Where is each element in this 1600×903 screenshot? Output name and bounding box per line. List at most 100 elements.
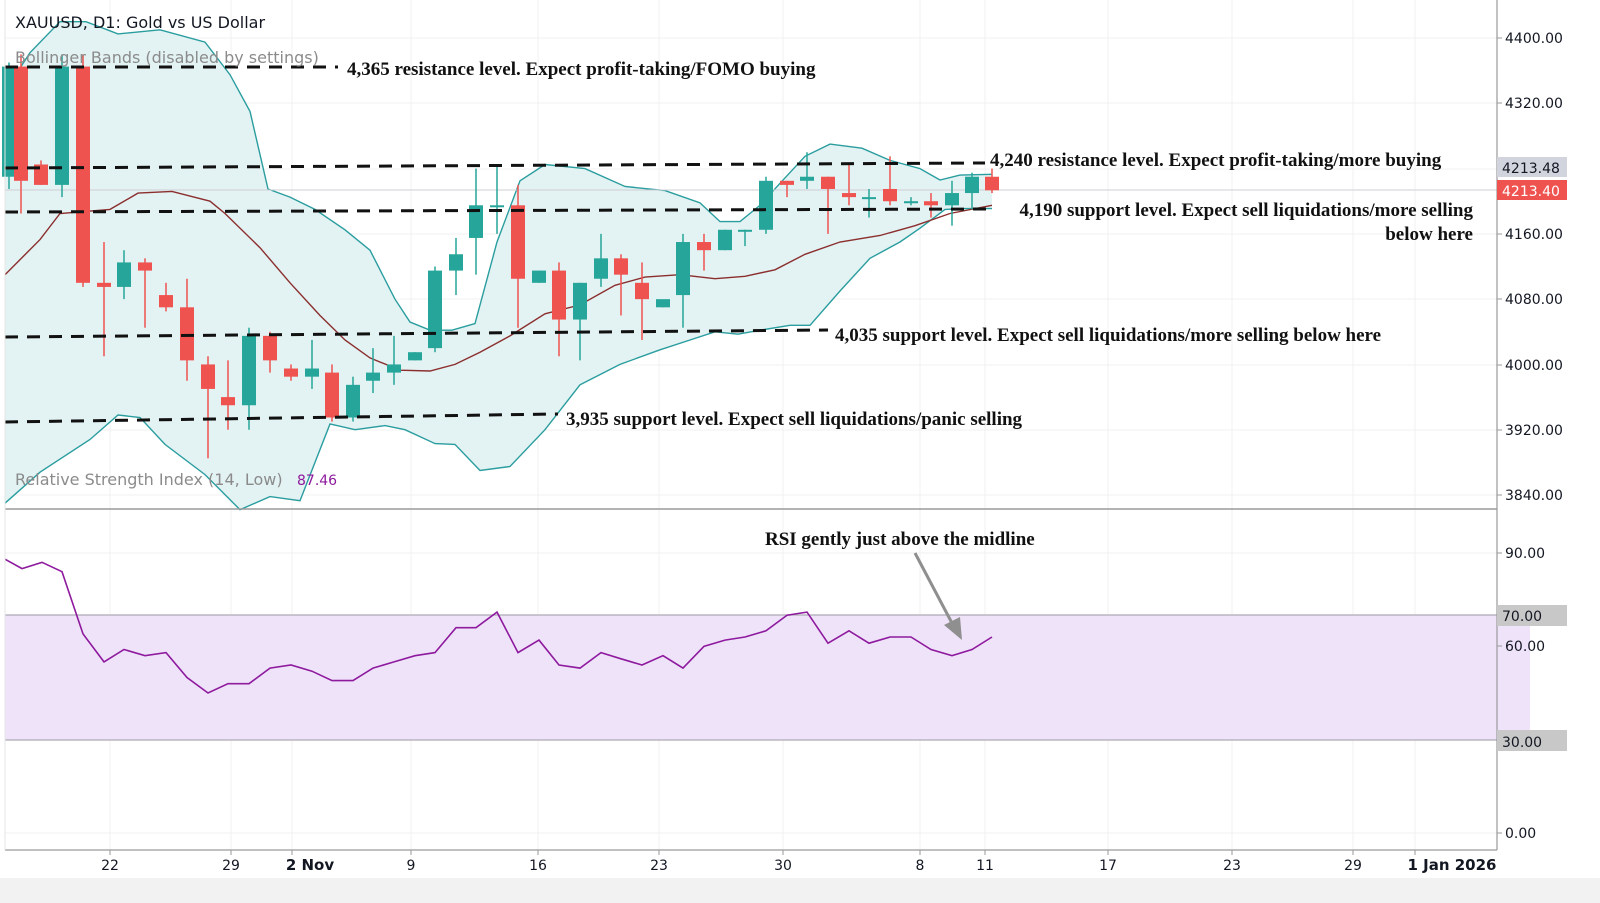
time-tick: 23 <box>1223 858 1241 874</box>
candle[interactable] <box>325 364 339 422</box>
rsi-legend[interactable]: Relative Strength Index (14, Low) <box>15 470 283 489</box>
annotation-4240: 4,240 resistance level. Expect profit-ta… <box>990 150 1442 171</box>
price-tick: 4400.00 <box>1505 31 1563 47</box>
candle[interactable] <box>718 229 732 251</box>
candle[interactable] <box>965 172 979 210</box>
chart-title[interactable]: XAUUSD, D1: Gold vs US Dollar <box>15 13 265 32</box>
candle[interactable] <box>945 180 959 226</box>
price-axis[interactable]: 4400.00 4320.00 4160.00 4080.00 4000.00 … <box>1497 31 1567 504</box>
rsi-axis[interactable]: 90.00 60.00 0.00 70.00 30.00 <box>1497 546 1567 842</box>
bollinger-basis-line <box>4 190 993 372</box>
bollinger-lower-line <box>4 207 992 511</box>
rsi-tick: 0.00 <box>1505 826 1536 842</box>
candle[interactable] <box>14 54 28 214</box>
time-tick: 16 <box>529 858 547 874</box>
annotation-4035: 4,035 support level. Expect sell liquida… <box>835 325 1381 346</box>
rsi-band-fill <box>5 615 1530 740</box>
annotation-3935: 3,935 support level. Expect sell liquida… <box>566 409 1023 430</box>
candle[interactable] <box>635 262 649 340</box>
candle[interactable] <box>284 364 298 381</box>
rsi-upper-badge <box>1497 605 1567 626</box>
time-tick: 2 Nov <box>286 856 335 874</box>
candle[interactable] <box>34 160 48 185</box>
time-tick: 9 <box>407 858 416 874</box>
candle[interactable] <box>201 356 215 459</box>
time-tick: 1 Jan 2026 <box>1407 856 1496 874</box>
rsi-tick: 90.00 <box>1505 546 1545 562</box>
candle[interactable] <box>904 197 918 206</box>
candle[interactable] <box>552 262 566 357</box>
time-tick: 29 <box>1344 858 1362 874</box>
candle[interactable] <box>263 331 277 373</box>
candle[interactable] <box>697 233 711 271</box>
level-line-3935[interactable] <box>4 412 559 424</box>
candle[interactable] <box>780 180 794 198</box>
candle[interactable] <box>469 168 483 275</box>
candle[interactable] <box>117 250 131 300</box>
candle[interactable] <box>759 176 773 234</box>
candle[interactable] <box>594 233 608 287</box>
candle[interactable] <box>55 54 69 198</box>
level-line-4240[interactable] <box>4 161 986 170</box>
rsi-lower-label: 30.00 <box>1502 735 1542 751</box>
last-price-gray-badge <box>1497 157 1567 177</box>
rsi-lower-badge <box>1497 730 1567 751</box>
candle[interactable] <box>242 327 256 430</box>
price-tick: 4160.00 <box>1505 227 1563 243</box>
level-lines <box>4 65 991 424</box>
candle[interactable] <box>180 278 194 381</box>
time-tick: 22 <box>101 858 119 874</box>
rsi-line <box>4 558 993 694</box>
time-tick: 30 <box>774 858 792 874</box>
candle[interactable] <box>490 164 504 234</box>
price-tick: 4080.00 <box>1505 292 1563 308</box>
candle[interactable] <box>614 254 628 316</box>
candle[interactable] <box>428 266 442 353</box>
annotation-4190-line1: 4,190 support level. Expect sell liquida… <box>1019 200 1473 221</box>
price-tick: 4320.00 <box>1505 96 1563 112</box>
bollinger-upper-line <box>4 21 993 331</box>
candle[interactable] <box>366 348 380 394</box>
level-line-4035[interactable] <box>4 328 829 339</box>
rsi-upper-label: 70.00 <box>1502 609 1542 625</box>
candle[interactable] <box>511 184 525 328</box>
time-tick: 23 <box>650 858 668 874</box>
candle[interactable] <box>924 193 938 218</box>
candle[interactable] <box>305 339 319 389</box>
candle[interactable] <box>138 258 152 328</box>
candle[interactable] <box>76 54 90 287</box>
candle[interactable] <box>842 164 856 206</box>
candle[interactable] <box>862 188 876 218</box>
annotation-4365: 4,365 resistance level. Expect profit-ta… <box>347 59 816 80</box>
annotation-rsi-note: RSI gently just above the midline <box>765 529 1035 550</box>
candle[interactable] <box>821 176 835 234</box>
arrow-icon <box>913 552 962 640</box>
time-axis[interactable]: 22 29 2 Nov 9 16 23 30 8 11 17 23 29 1 Jan 2026 <box>101 850 1497 874</box>
candle[interactable] <box>800 152 814 189</box>
last-price-gray-label: 4213.48 <box>1502 161 1560 177</box>
price-tick: 3840.00 <box>1505 488 1563 504</box>
candle[interactable] <box>985 168 999 194</box>
time-tick: 17 <box>1099 858 1117 874</box>
candle[interactable] <box>346 376 360 422</box>
price-tick: 3920.00 <box>1505 423 1563 439</box>
candle[interactable] <box>532 270 546 283</box>
candle[interactable] <box>676 233 690 328</box>
candle[interactable] <box>408 352 422 361</box>
rsi-tick: 60.00 <box>1505 639 1545 655</box>
candle[interactable] <box>656 299 670 308</box>
candle[interactable] <box>573 282 587 361</box>
candlestick-series[interactable] <box>2 54 999 459</box>
time-tick: 29 <box>222 858 240 874</box>
time-tick: 11 <box>976 858 994 874</box>
candle[interactable] <box>387 335 401 385</box>
candle[interactable] <box>2 62 16 189</box>
candle[interactable] <box>449 237 463 296</box>
annotation-4190-line2: below here <box>1385 224 1473 245</box>
rsi-legend-value: 87.46 <box>297 473 337 489</box>
candle[interactable] <box>738 229 752 247</box>
candle[interactable] <box>159 282 173 312</box>
level-line-4190[interactable] <box>4 207 991 214</box>
bollinger-legend[interactable]: Bollinger Bands (disabled by settings) <box>15 48 319 67</box>
